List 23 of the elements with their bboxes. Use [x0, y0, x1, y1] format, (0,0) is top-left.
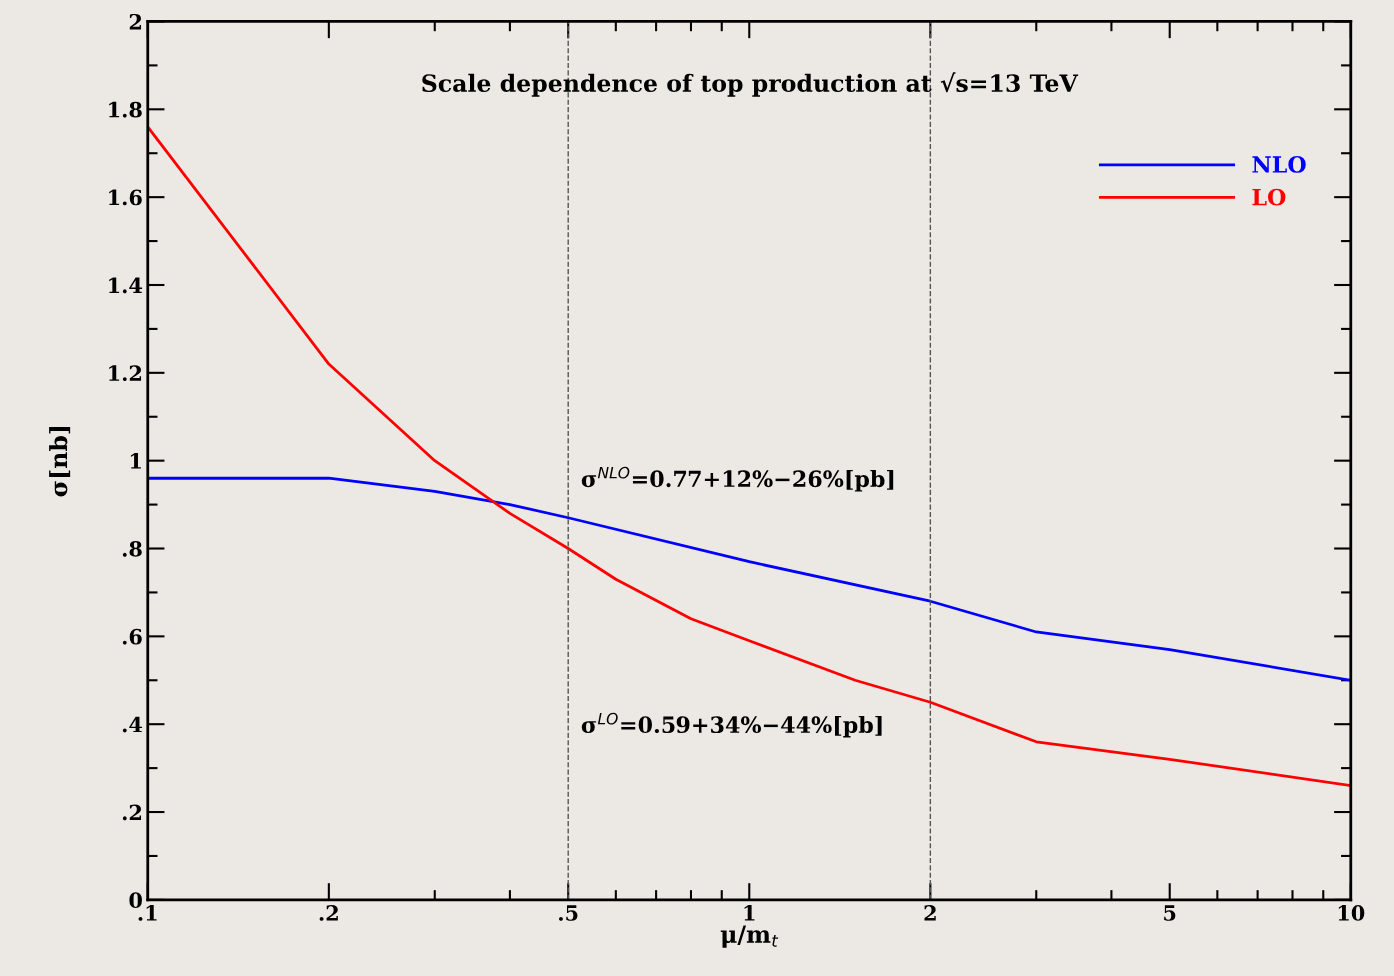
y-tick-label: 2 — [129, 13, 142, 30]
y-axis-title: σ[nb] — [49, 426, 71, 497]
annotation: σ$^{NLO}$=0.77+12%−26%[pb] — [581, 466, 894, 492]
annotation: σ$^{LO}$=0.59+34%−44%[pb] — [581, 712, 882, 738]
x-axis-title: μ/m$_{t}$ — [720, 925, 779, 948]
x-tick-label: .2 — [319, 905, 338, 921]
x-tick-label: 1 — [744, 905, 755, 921]
y-tick-label: 1.4 — [109, 277, 143, 294]
y-tick-label: .6 — [122, 628, 142, 645]
y-tick-label: .4 — [122, 716, 143, 733]
y-tick-label: 1 — [130, 453, 141, 469]
y-tick-label: .2 — [122, 804, 142, 821]
x-tick-label: 10 — [1338, 905, 1365, 921]
text: NLO — [1252, 156, 1306, 173]
y-tick-label: 1.8 — [109, 101, 142, 118]
y-tick-label: .8 — [122, 540, 142, 557]
text: Scale dependence of top production at √s=13 TeV — [422, 72, 1079, 97]
x-tick-label: 2 — [924, 905, 936, 921]
y-tick-label: 1.2 — [109, 365, 142, 382]
text: LO — [1252, 188, 1286, 206]
y-tick-label: 1.6 — [109, 189, 142, 206]
x-tick-label: 5 — [1164, 905, 1176, 921]
x-tick-label: .5 — [559, 905, 578, 921]
